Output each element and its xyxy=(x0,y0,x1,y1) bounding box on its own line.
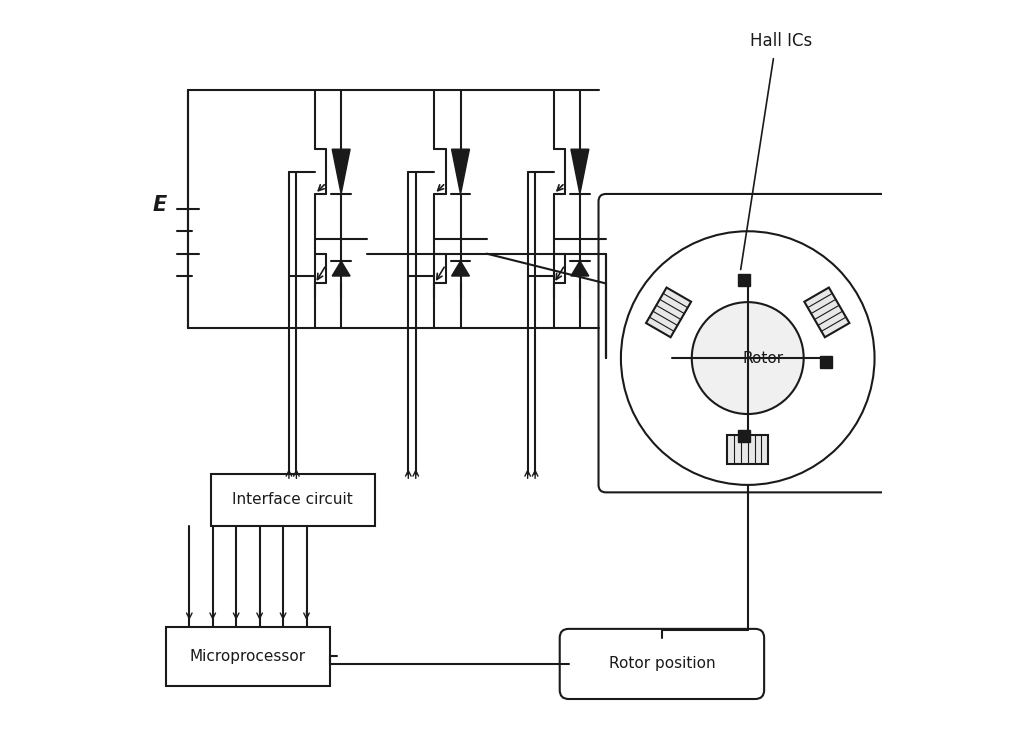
Polygon shape xyxy=(452,261,469,276)
Polygon shape xyxy=(332,261,350,276)
Polygon shape xyxy=(332,149,350,194)
Bar xyxy=(821,356,832,368)
FancyBboxPatch shape xyxy=(211,474,375,526)
FancyBboxPatch shape xyxy=(560,629,765,699)
Bar xyxy=(646,287,691,337)
Circle shape xyxy=(621,231,874,485)
Text: Rotor: Rotor xyxy=(742,351,783,366)
Bar xyxy=(804,287,849,337)
Polygon shape xyxy=(452,149,469,194)
Text: Rotor position: Rotor position xyxy=(609,656,716,671)
FancyBboxPatch shape xyxy=(166,627,330,686)
Bar xyxy=(738,430,750,442)
Circle shape xyxy=(692,302,803,414)
Text: Microprocessor: Microprocessor xyxy=(189,649,306,664)
Text: E: E xyxy=(153,195,167,215)
Bar xyxy=(738,274,750,286)
FancyBboxPatch shape xyxy=(599,194,897,492)
Polygon shape xyxy=(571,149,588,194)
Polygon shape xyxy=(571,261,588,276)
Text: Interface circuit: Interface circuit xyxy=(232,492,353,507)
Text: Hall ICs: Hall ICs xyxy=(750,32,812,50)
Bar xyxy=(727,435,769,463)
